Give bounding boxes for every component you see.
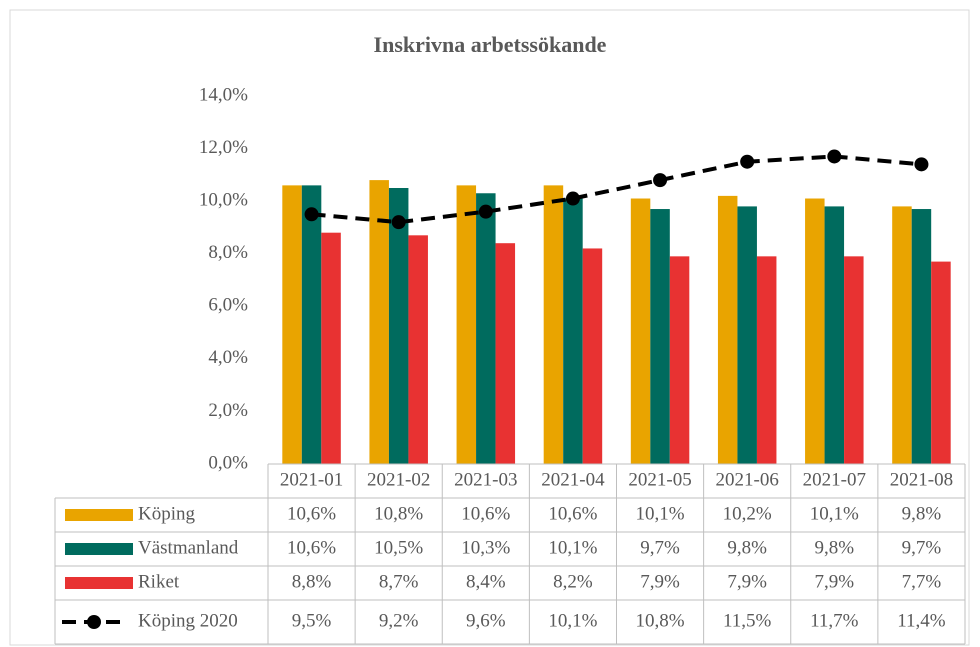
bar [495, 243, 516, 464]
table-value: 10,5% [374, 537, 423, 558]
table-value: 10,1% [810, 503, 859, 524]
bar [563, 198, 583, 464]
legend-swatch [65, 543, 133, 555]
table-value: 9,8% [815, 537, 855, 558]
table-value: 7,9% [727, 571, 767, 592]
table-value: 7,9% [640, 571, 680, 592]
x-tick-label: 2021-02 [367, 469, 430, 490]
table-value: 9,5% [292, 610, 332, 631]
legend-marker [87, 615, 101, 629]
bar [805, 198, 825, 464]
x-tick-label: 2021-06 [716, 469, 779, 490]
bar [824, 206, 845, 464]
table-value: 10,6% [461, 503, 510, 524]
line-marker [653, 173, 668, 188]
line-marker [827, 149, 842, 164]
x-tick-label: 2021-07 [803, 469, 866, 490]
table-value: 10,6% [287, 503, 336, 524]
bar [844, 256, 864, 464]
y-tick-label: 2,0% [208, 400, 248, 421]
table-value: 8,7% [379, 571, 419, 592]
table-value: 9,7% [902, 537, 942, 558]
table-value: 9,2% [379, 610, 419, 631]
y-tick-label: 4,0% [208, 347, 248, 368]
table-value: 7,9% [815, 571, 855, 592]
bar [301, 185, 322, 464]
table-value: 8,4% [466, 571, 506, 592]
bar [456, 185, 477, 464]
y-tick-label: 10,0% [199, 190, 248, 211]
line-marker [304, 207, 319, 222]
table-value: 10,6% [287, 537, 336, 558]
table-value: 7,7% [902, 571, 942, 592]
x-tick-label: 2021-05 [628, 469, 691, 490]
table-value: 9,7% [640, 537, 680, 558]
x-tick-label: 2021-04 [541, 469, 605, 490]
bar [543, 185, 564, 464]
y-tick-label: 14,0% [199, 84, 248, 105]
line-marker [565, 191, 580, 206]
table-value: 9,8% [727, 537, 767, 558]
bar [717, 195, 738, 464]
chart-title: Inskrivna arbetssökande [374, 32, 607, 57]
table-value: 10,1% [548, 610, 597, 631]
x-tick-label: 2021-01 [280, 469, 343, 490]
y-tick-label: 0,0% [208, 452, 248, 473]
bar [582, 248, 603, 464]
table-value: 11,5% [723, 610, 772, 631]
bar [388, 188, 409, 464]
table-value: 10,8% [374, 503, 423, 524]
y-tick-label: 12,0% [199, 137, 248, 158]
legend-swatch [65, 509, 133, 521]
bar [756, 256, 777, 464]
legend-label: Riket [138, 571, 180, 592]
x-tick-label: 2021-08 [890, 469, 953, 490]
bar [737, 206, 757, 464]
table-value: 10,1% [636, 503, 685, 524]
bar [369, 180, 389, 464]
bar [911, 209, 932, 464]
table-value: 10,3% [461, 537, 510, 558]
y-tick-label: 8,0% [208, 242, 248, 263]
table-value: 10,2% [723, 503, 772, 524]
bar [892, 206, 912, 464]
bar [476, 193, 496, 464]
legend-label: Västmanland [138, 537, 239, 558]
line-marker [740, 154, 755, 169]
bar [282, 185, 302, 464]
y-tick-label: 6,0% [208, 295, 248, 316]
table-value: 10,6% [548, 503, 597, 524]
table-value: 8,8% [292, 571, 332, 592]
bar [630, 198, 651, 464]
table-value: 9,6% [466, 610, 506, 631]
bar [669, 256, 690, 464]
line-marker [478, 204, 493, 219]
bar [931, 261, 951, 464]
line [311, 154, 922, 225]
table-value: 10,1% [548, 537, 597, 558]
bar [650, 209, 670, 464]
table-value: 9,8% [902, 503, 942, 524]
table-value: 11,4% [897, 610, 946, 631]
legend-swatch [65, 577, 133, 589]
legend-label: Köping [138, 503, 196, 524]
bar [408, 235, 428, 464]
table-value: 11,7% [810, 610, 859, 631]
line-marker [391, 215, 406, 230]
legend-label: Köping 2020 [138, 610, 238, 631]
x-tick-label: 2021-03 [454, 469, 517, 490]
table-value: 8,2% [553, 571, 593, 592]
table-value: 10,8% [636, 610, 685, 631]
bar [321, 232, 341, 464]
line-marker [914, 157, 929, 172]
